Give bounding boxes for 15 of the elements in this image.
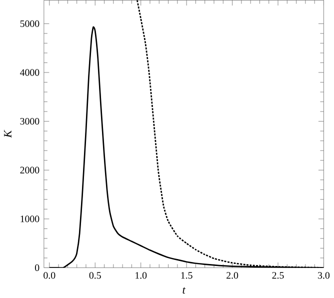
y-tick-label: 0 [35,264,40,272]
y-tick-label: 5000 [20,20,40,28]
x-tick-label: 1.0 [136,272,147,279]
x-tick-label: 3.0 [318,272,330,279]
x-tick-label: 1.5 [181,272,192,279]
y-tick-label: 4000 [20,69,40,76]
x-tick-label: 0.5 [89,272,101,279]
x-tick-label: 2.5 [272,272,284,279]
y-tick-label: 3000 [20,118,40,125]
y-tick-label: 2000 [20,166,40,174]
y-axis-title: K [4,130,12,138]
x-tick-label: 2.0 [226,272,238,279]
y-tick-label: 1000 [20,216,40,222]
x-tick-label: 0.0 [44,272,56,279]
x-axis-title: t [182,287,186,294]
